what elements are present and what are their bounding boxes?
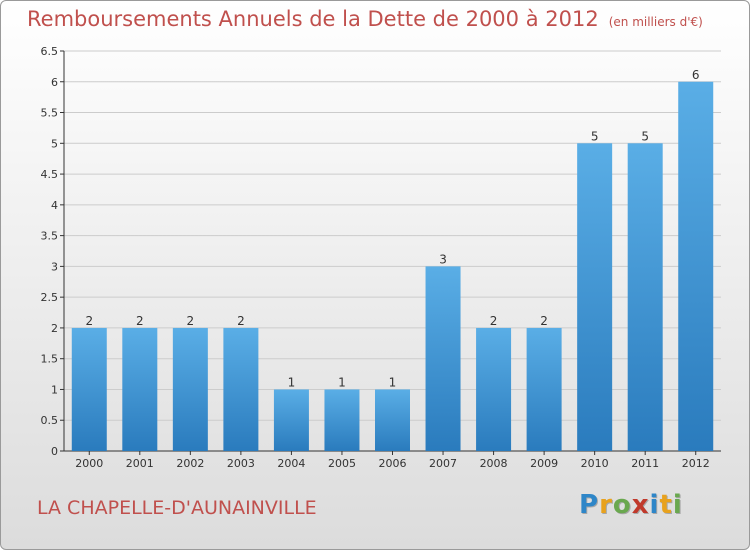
x-tick-label: 2006 bbox=[379, 457, 407, 470]
x-tick-label: 2009 bbox=[530, 457, 558, 470]
y-tick-label: 3 bbox=[51, 260, 58, 273]
y-tick-label: 1.5 bbox=[41, 353, 59, 366]
bar bbox=[476, 327, 512, 451]
y-tick-label: 3.5 bbox=[41, 230, 59, 243]
logo-letter: i bbox=[672, 490, 683, 520]
bar bbox=[375, 389, 410, 451]
y-tick-label: 6.5 bbox=[41, 45, 59, 58]
bar-value-label: 2 bbox=[540, 314, 548, 328]
logo-letter: x bbox=[631, 490, 650, 520]
logo-letter: o bbox=[612, 490, 632, 520]
y-tick-label: 1 bbox=[51, 383, 58, 396]
bar-value-label: 5 bbox=[641, 129, 649, 143]
bar-value-label: 1 bbox=[288, 375, 296, 389]
x-tick-label: 2007 bbox=[429, 457, 457, 470]
y-tick-label: 6 bbox=[51, 76, 58, 89]
y-tick-label: 4.5 bbox=[41, 168, 59, 181]
x-tick-label: 2008 bbox=[480, 457, 508, 470]
logo-letter: i bbox=[649, 490, 660, 520]
x-tick-label: 2005 bbox=[328, 457, 356, 470]
y-tick-label: 2 bbox=[51, 322, 58, 335]
logo-letter: r bbox=[599, 490, 613, 520]
bar-value-label: 1 bbox=[389, 375, 397, 389]
bar bbox=[122, 327, 158, 451]
proxiti-logo: Proxiti bbox=[579, 490, 683, 520]
bar bbox=[425, 266, 461, 451]
bar-value-label: 2 bbox=[187, 314, 195, 328]
x-tick-label: 2003 bbox=[227, 457, 255, 470]
bar-value-label: 1 bbox=[338, 375, 346, 389]
bar bbox=[71, 327, 107, 451]
y-tick-label: 5.5 bbox=[41, 107, 59, 120]
commune-name: LA CHAPELLE-D'AUNAINVILLE bbox=[37, 497, 317, 519]
chart-unit-label: (en milliers d'€) bbox=[608, 15, 703, 29]
y-tick-label: 4 bbox=[51, 199, 58, 212]
y-tick-label: 0.5 bbox=[41, 414, 59, 427]
bar bbox=[273, 389, 309, 451]
bar bbox=[577, 143, 613, 452]
bar bbox=[678, 81, 714, 452]
chart-title-text: Remboursements Annuels de la Dette de 20… bbox=[27, 7, 599, 31]
bar bbox=[526, 327, 562, 451]
x-tick-label: 2010 bbox=[581, 457, 609, 470]
x-tick-label: 2011 bbox=[631, 457, 659, 470]
bar-value-label: 2 bbox=[136, 314, 144, 328]
bar-value-label: 5 bbox=[591, 129, 599, 143]
x-tick-label: 2012 bbox=[682, 457, 710, 470]
bar bbox=[324, 389, 360, 451]
y-tick-label: 5 bbox=[51, 137, 58, 150]
bar bbox=[627, 143, 663, 452]
bar bbox=[172, 327, 208, 451]
bar-value-label: 2 bbox=[85, 314, 93, 328]
bar-value-label: 3 bbox=[439, 252, 447, 266]
x-tick-label: 2004 bbox=[277, 457, 305, 470]
bar bbox=[223, 327, 259, 451]
chart-title: Remboursements Annuels de la Dette de 20… bbox=[27, 7, 703, 31]
y-tick-label: 0 bbox=[51, 445, 58, 458]
y-tick-label: 2.5 bbox=[41, 291, 59, 304]
x-tick-label: 2000 bbox=[75, 457, 103, 470]
logo-letter: P bbox=[579, 490, 600, 520]
logo-letter: t bbox=[659, 490, 673, 520]
x-tick-label: 2001 bbox=[126, 457, 154, 470]
bar-value-label: 2 bbox=[237, 314, 245, 328]
bar-value-label: 2 bbox=[490, 314, 498, 328]
x-tick-label: 2002 bbox=[176, 457, 204, 470]
bar-value-label: 6 bbox=[692, 68, 700, 82]
